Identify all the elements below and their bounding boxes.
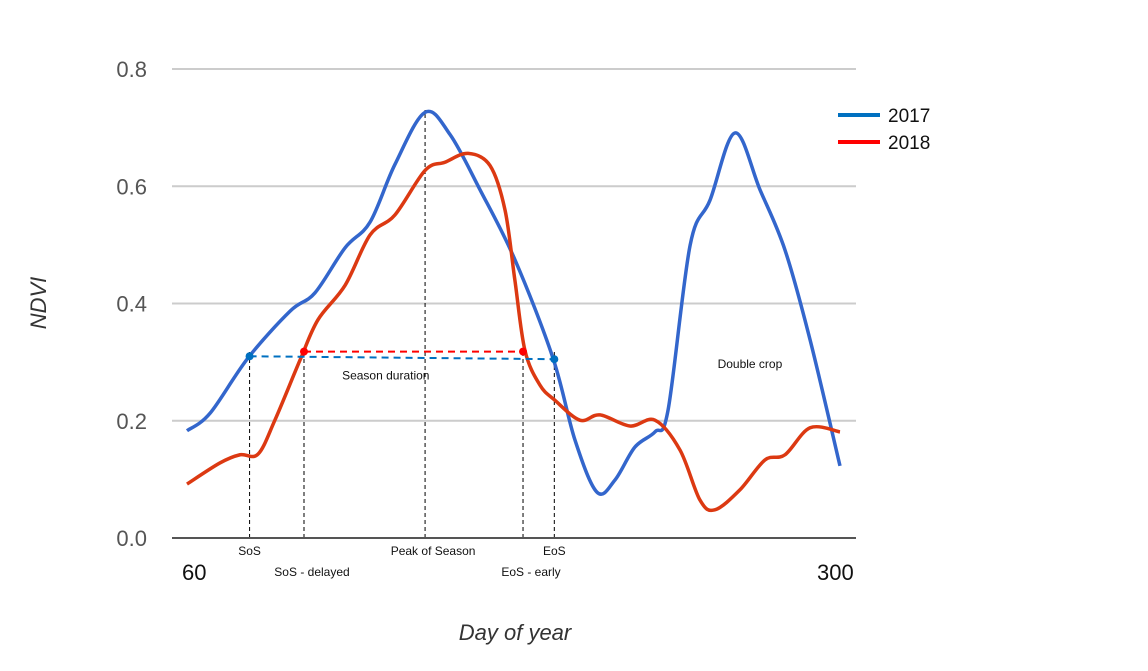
y-tick-label: 0.6 <box>116 174 147 199</box>
y-tick-label: 0.0 <box>116 526 147 551</box>
series-lines <box>185 109 842 513</box>
series-line-2018 <box>186 151 841 513</box>
vline-label: SoS - delayed <box>274 565 349 579</box>
x-tick-label-300: 300 <box>817 560 854 585</box>
y-axis-title: NDVI <box>26 277 51 330</box>
y-tick-label: 0.2 <box>116 409 147 434</box>
legend-label-2018: 2018 <box>888 133 930 154</box>
season-marker-2017 <box>245 352 254 361</box>
annotation-vlines <box>249 110 555 538</box>
y-tick-label: 0.8 <box>116 57 147 82</box>
legend-label-2017: 2017 <box>888 106 930 127</box>
annotation-text: Season duration <box>342 369 429 383</box>
gridlines <box>172 68 856 422</box>
y-tick-label: 0.4 <box>116 292 147 317</box>
legend: 2017 2018 <box>838 106 930 154</box>
annotation-text: Double crop <box>718 357 783 371</box>
x-tick-label-60: 60 <box>182 560 206 585</box>
annotation-labels: SoS SoS - delayed Peak of Season EoS - earl… <box>238 357 782 579</box>
series-line-2017 <box>185 109 842 496</box>
season-marker-2018 <box>519 347 528 356</box>
season-marker-2017 <box>550 355 559 364</box>
vline-label: EoS - early <box>501 565 560 579</box>
season-duration-lines <box>245 347 559 364</box>
vline-label: Peak of Season <box>391 544 476 558</box>
x-axis-title: Day of year <box>459 620 573 645</box>
y-tick-labels: 0.0 0.2 0.4 0.6 0.8 <box>116 57 147 551</box>
vline-label: SoS <box>238 544 261 558</box>
season-line-2017 <box>249 355 555 361</box>
vline-label: EoS <box>543 544 566 558</box>
season-marker-2018 <box>299 347 308 356</box>
